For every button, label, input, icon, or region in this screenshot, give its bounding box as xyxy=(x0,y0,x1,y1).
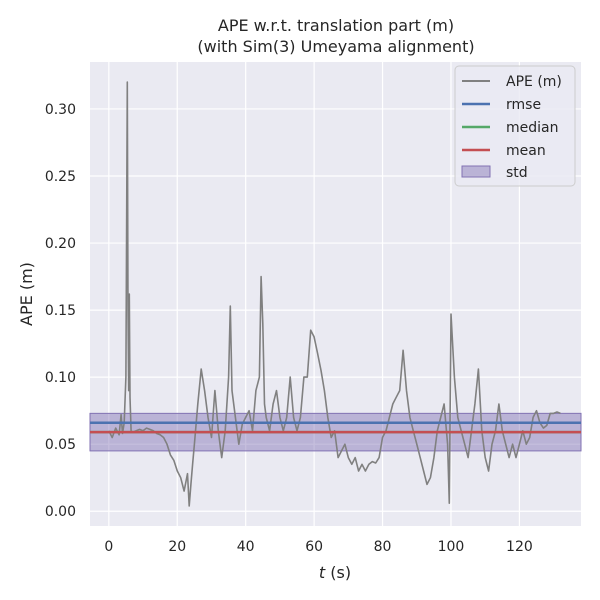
chart-subtitle: (with Sim(3) Umeyama alignment) xyxy=(197,37,474,56)
x-tick-label: 0 xyxy=(104,539,113,555)
x-tick-label: 100 xyxy=(438,539,465,555)
y-tick-label: 0.20 xyxy=(45,236,76,252)
legend-label-rmse: rmse xyxy=(506,97,541,113)
x-tick-label: 20 xyxy=(168,539,186,555)
y-tick-label: 0.05 xyxy=(45,437,76,453)
y-tick-label: 0.10 xyxy=(45,370,76,386)
legend-label-std: std xyxy=(506,165,528,181)
y-tick-label: 0.30 xyxy=(45,102,76,118)
x-axis-label: t (s) xyxy=(319,563,351,582)
x-tick-label: 120 xyxy=(506,539,533,555)
grid xyxy=(90,62,581,526)
legend: APE (m) rmse median mean std xyxy=(454,65,576,187)
x-tick-label: 60 xyxy=(305,539,323,555)
ape-series-line xyxy=(108,81,561,507)
x-axis-ticks: 0 20 40 60 80 100 120 xyxy=(104,539,532,555)
legend-label-mean: mean xyxy=(506,143,546,159)
y-axis-label: APE (m) xyxy=(17,262,36,326)
legend-label-median: median xyxy=(506,120,558,136)
legend-box xyxy=(454,65,576,187)
chart-title: APE w.r.t. translation part (m) xyxy=(218,16,454,35)
x-axis-label-unit: (s) xyxy=(325,563,351,582)
legend-patch-std xyxy=(461,165,491,178)
x-axis-label-var: t xyxy=(319,563,326,582)
y-axis-ticks: 0.00 0.05 0.10 0.15 0.20 0.25 0.30 xyxy=(45,102,76,520)
y-tick-label: 0.00 xyxy=(45,504,76,520)
y-tick-label: 0.25 xyxy=(45,169,76,185)
series-lines xyxy=(90,81,581,507)
legend-label-ape: APE (m) xyxy=(506,74,562,90)
y-tick-label: 0.15 xyxy=(45,303,76,319)
x-tick-label: 40 xyxy=(237,539,255,555)
x-tick-label: 80 xyxy=(374,539,392,555)
